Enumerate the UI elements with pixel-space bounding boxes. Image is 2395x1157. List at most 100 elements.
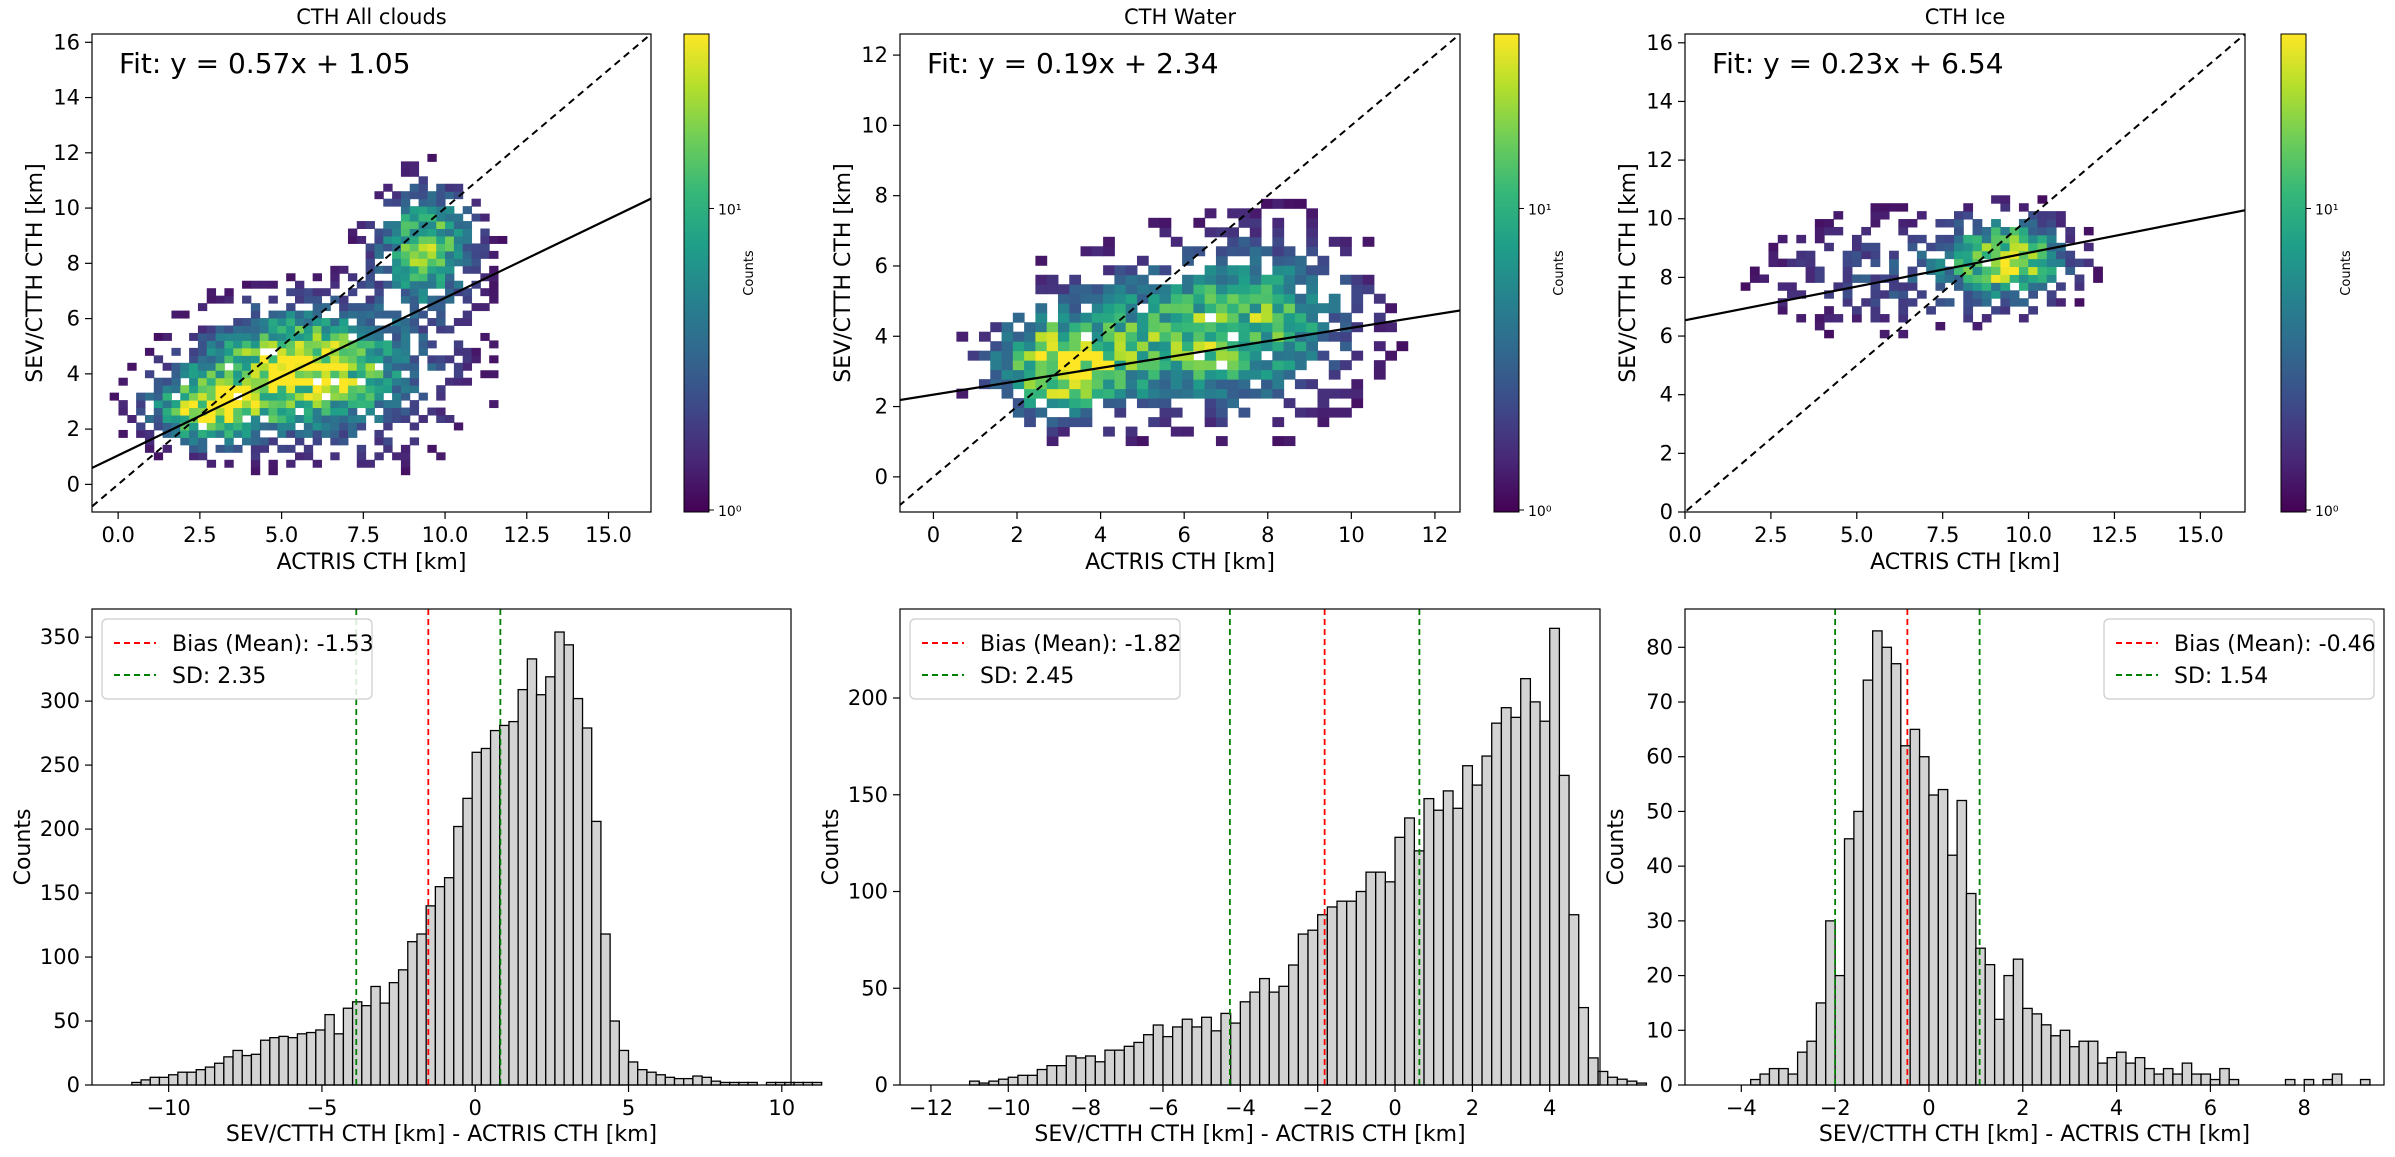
heatmap-cell — [1215, 246, 1228, 257]
heatmap-cell — [374, 452, 384, 461]
heatmap-cell — [436, 392, 446, 401]
heatmap-cell — [453, 183, 464, 192]
heatmap-cell — [1204, 369, 1217, 380]
heatmap-cell — [1351, 379, 1364, 390]
heatmap-cell — [418, 235, 428, 244]
heatmap-cell — [1294, 379, 1307, 390]
heatmap-cell — [418, 280, 428, 289]
heatmap-cell — [268, 385, 278, 394]
heatmap-cell — [990, 360, 1003, 371]
heatmap-cell — [250, 362, 261, 371]
histogram-bar — [1787, 1073, 1799, 1086]
heatmap-cell — [1182, 255, 1194, 266]
x-axis-label: ACTRIS CTH [km] — [1085, 550, 1275, 575]
histogram-bar — [315, 1029, 326, 1086]
heatmap-cell — [1001, 322, 1014, 333]
heatmap-cell — [1272, 246, 1285, 257]
histogram-bar — [1806, 1040, 1818, 1086]
histogram-bar — [287, 1037, 299, 1086]
heatmap-cell — [277, 340, 287, 349]
heatmap-cell — [1159, 312, 1172, 323]
heatmap-cell — [1114, 265, 1127, 276]
y-tick-label: 14 — [53, 86, 80, 110]
x-tick-label: −4 — [1225, 1096, 1256, 1120]
heatmap-cell — [383, 221, 393, 230]
heatmap-cell — [1373, 322, 1386, 333]
heatmap-cell — [286, 340, 296, 349]
heatmap-cell — [277, 400, 287, 409]
heatmap-cell — [1870, 250, 1881, 260]
heatmap-cell — [1136, 331, 1149, 342]
heatmap-cell — [1080, 398, 1093, 409]
heatmap-cell — [365, 243, 375, 252]
heatmap-cell — [462, 295, 473, 304]
histogram-bar — [269, 1037, 280, 1086]
heatmap-cell — [286, 318, 296, 326]
heatmap-cell — [409, 407, 420, 416]
heatmap-cell — [109, 392, 119, 401]
heatmap-cell — [400, 265, 411, 274]
histogram-bar — [1172, 1026, 1183, 1086]
heatmap-cell — [1024, 388, 1036, 399]
histogram-bar — [1578, 1006, 1590, 1086]
heatmap-cell — [197, 347, 208, 356]
heatmap-cell — [206, 392, 217, 401]
heatmap-cell — [295, 392, 305, 401]
heatmap-cell — [1227, 398, 1240, 409]
heatmap-cell — [1954, 234, 1964, 244]
heatmap-cell — [277, 407, 287, 416]
histogram-bar — [2059, 1029, 2071, 1086]
heatmap-cell — [303, 332, 314, 341]
heatmap-cell — [1340, 341, 1352, 352]
heatmap-cell — [1870, 290, 1881, 299]
histogram-bar — [1759, 1073, 1771, 1086]
heatmap-cell — [330, 362, 340, 371]
heatmap-cell — [409, 191, 420, 200]
heatmap-cell — [471, 280, 481, 289]
heatmap-cell — [206, 340, 217, 349]
heatmap-cell — [268, 422, 278, 431]
heatmap-cell — [2028, 226, 2038, 236]
heatmap-cell — [277, 415, 287, 423]
histogram-bar — [1607, 1076, 1619, 1086]
heatmap-cell — [1272, 312, 1285, 323]
heatmap-cell — [1317, 255, 1330, 266]
heatmap-cell — [1870, 298, 1881, 307]
heatmap-cell — [347, 310, 358, 319]
heatmap-cell — [1182, 312, 1194, 323]
heatmap-cell — [242, 407, 252, 416]
heatmap-cell — [1159, 322, 1172, 333]
heatmap-cell — [1046, 388, 1059, 399]
heatmap-cell — [2037, 250, 2048, 260]
heatmap-cell — [480, 303, 490, 312]
heatmap-cell — [215, 355, 225, 364]
heatmap-cell — [1787, 290, 1797, 299]
heatmap-cell — [1215, 322, 1228, 333]
heatmap-cell — [136, 422, 146, 431]
heatmap-cell — [1057, 303, 1070, 314]
heatmap-cell — [1103, 388, 1115, 399]
histogram-bar — [2200, 1073, 2212, 1086]
heatmap-cell — [462, 318, 473, 326]
heatmap-cell — [445, 250, 455, 259]
heatmap-cell — [1249, 246, 1262, 257]
heatmap-cell — [1283, 198, 1296, 209]
heatmap-cell — [1227, 322, 1240, 333]
heatmap-cell — [1238, 217, 1251, 228]
heatmap-cell — [409, 265, 420, 274]
heatmap-cell — [1991, 250, 2001, 260]
heatmap-cell — [1294, 303, 1307, 314]
heatmap-cell — [2037, 266, 2048, 275]
heatmap-cell — [286, 325, 296, 334]
heatmap-cell — [1182, 369, 1194, 380]
heatmap-cell — [1898, 282, 1909, 291]
heatmap-cell — [2046, 274, 2057, 283]
heatmap-cell — [374, 235, 384, 244]
heatmap-cell — [409, 362, 420, 371]
x-tick-label: 15.0 — [2177, 523, 2224, 547]
heatmap-cell — [1215, 293, 1228, 304]
heatmap-cell — [189, 437, 199, 446]
heatmap-cell — [250, 355, 261, 364]
heatmap-cell — [480, 235, 490, 244]
heatmap-cell — [1898, 290, 1909, 299]
